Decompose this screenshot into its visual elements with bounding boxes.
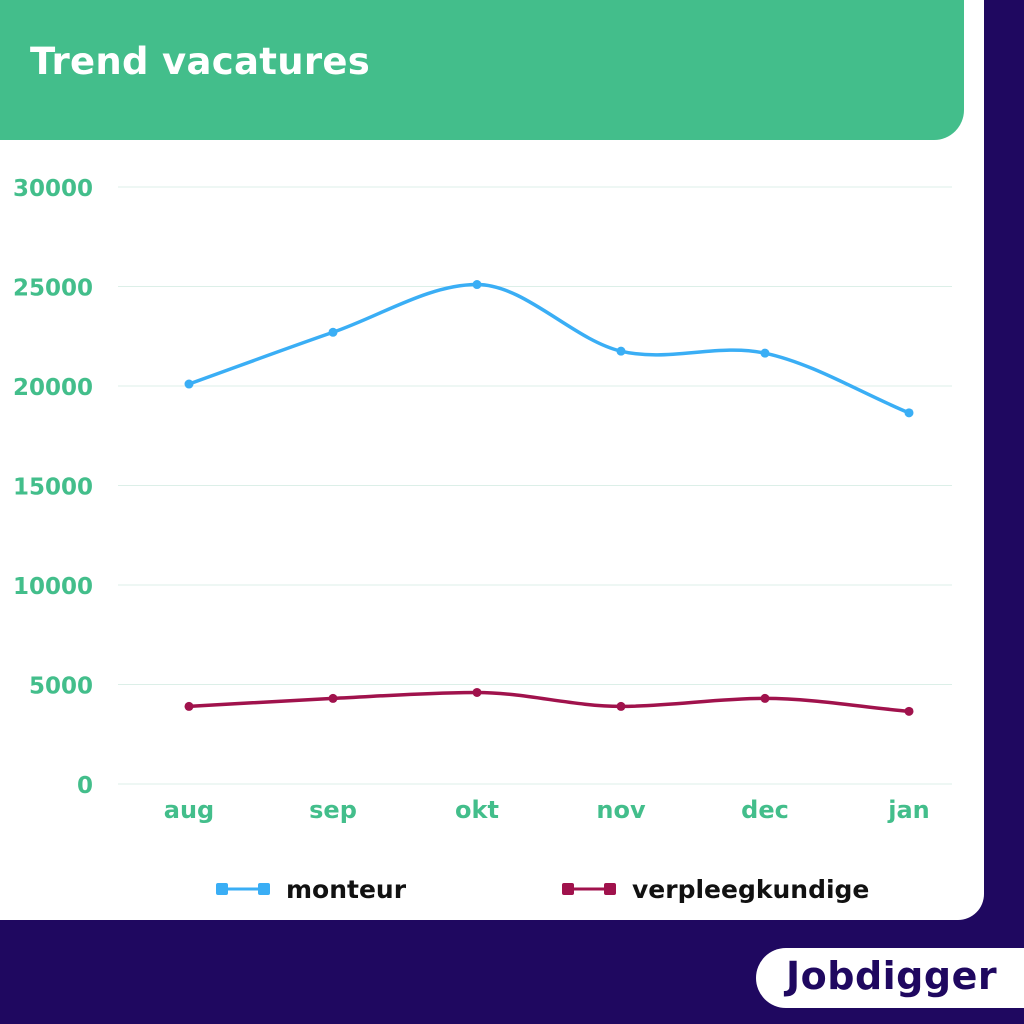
series-lines: [187, 282, 911, 714]
data-point-verpleegkundige: [184, 701, 194, 711]
data-point-verpleegkundige: [760, 693, 770, 703]
legend-label-monteur: monteur: [286, 874, 407, 904]
data-point-verpleegkundige: [472, 687, 482, 697]
x-tick-label: nov: [596, 796, 646, 824]
monteur-legend-icon: [216, 883, 270, 895]
y-tick-label: 25000: [13, 276, 93, 302]
y-tick-label: 15000: [13, 475, 93, 501]
y-tick-label: 0: [77, 773, 93, 799]
data-point-monteur: [472, 280, 482, 290]
x-tick-label: aug: [164, 796, 214, 824]
data-point-monteur: [328, 327, 338, 337]
header-banner: Trend vacatures: [0, 0, 964, 140]
data-point-monteur: [760, 348, 770, 358]
x-axis-ticks: aug sep okt nov dec jan: [164, 796, 930, 824]
data-point-monteur: [904, 408, 914, 418]
data-point-verpleegkundige: [904, 706, 914, 716]
page-title: Trend vacatures: [30, 40, 371, 83]
data-point-monteur: [616, 346, 626, 356]
series-points: [184, 280, 914, 716]
series-line-monteur: [187, 282, 911, 415]
data-point-monteur: [184, 379, 194, 389]
jobdigger-logo: Jobdigger: [786, 954, 998, 998]
y-tick-label: 5000: [29, 674, 93, 700]
legend-item-verpleegkundige: verpleegkundige: [562, 872, 869, 906]
legend-label-verpleegkundige: verpleegkundige: [632, 874, 870, 904]
chart-card: [0, 0, 984, 920]
y-tick-label: 10000: [13, 574, 93, 600]
data-point-verpleegkundige: [328, 693, 338, 703]
y-axis-ticks: 0 5000 10000 15000 20000 25000 30000: [13, 176, 93, 799]
y-tick-label: 20000: [13, 375, 93, 401]
y-tick-label: 30000: [13, 176, 93, 202]
x-tick-label: jan: [887, 796, 930, 824]
verpleegkundige-legend-icon: [562, 883, 616, 895]
series-line-verpleegkundige: [187, 690, 911, 714]
x-tick-label: okt: [455, 796, 499, 824]
data-point-verpleegkundige: [616, 701, 626, 711]
grid-lines: [118, 186, 952, 785]
x-tick-label: dec: [741, 796, 789, 824]
legend-item-monteur: monteur: [216, 872, 406, 906]
logo-badge: [756, 948, 1024, 1008]
x-tick-label: sep: [309, 796, 357, 824]
